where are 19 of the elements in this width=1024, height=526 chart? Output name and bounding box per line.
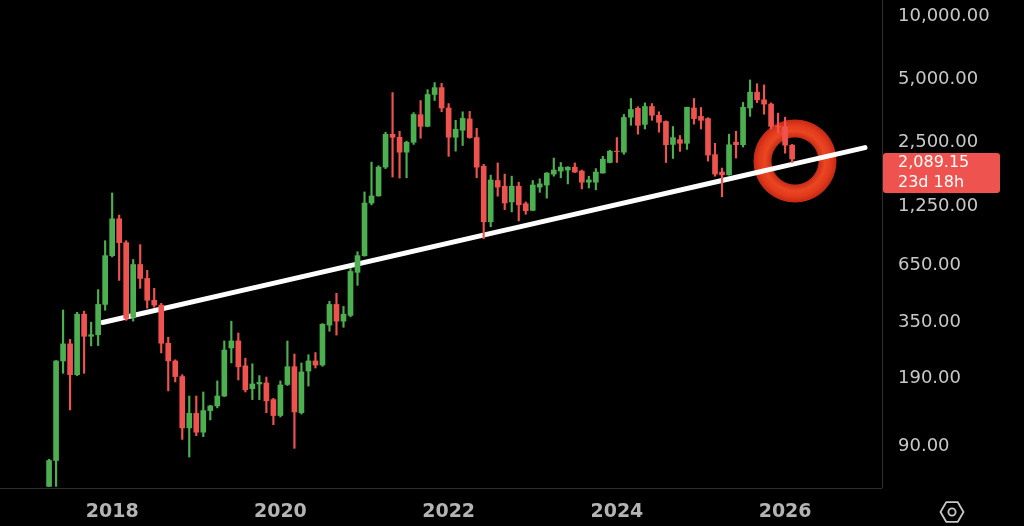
y-tick-label: 2,500.00 — [898, 130, 979, 152]
y-tick-label: 190.00 — [898, 365, 961, 387]
y-tick-label: 10,000.00 — [898, 3, 990, 25]
x-tick-label: 2018 — [85, 499, 139, 522]
x-tick-label: 2022 — [422, 499, 476, 522]
y-tick-label: 650.00 — [898, 253, 961, 275]
x-tick-label: 2026 — [758, 499, 812, 522]
candlestick — [389, 92, 396, 178]
candlestick — [396, 130, 403, 179]
x-tick-label: 2020 — [253, 499, 307, 522]
y-tick-label: 1,250.00 — [898, 193, 979, 215]
text: 2,089.15 — [898, 152, 970, 172]
x-tick-label: 2024 — [590, 499, 644, 522]
y-tick-label: 5,000.00 — [898, 66, 979, 88]
candlestick — [614, 137, 620, 163]
candlestick — [403, 140, 410, 179]
y-tick-label: 350.00 — [898, 309, 961, 331]
text: 23d 18h — [898, 172, 965, 192]
y-tick-label: 90.00 — [898, 433, 950, 455]
